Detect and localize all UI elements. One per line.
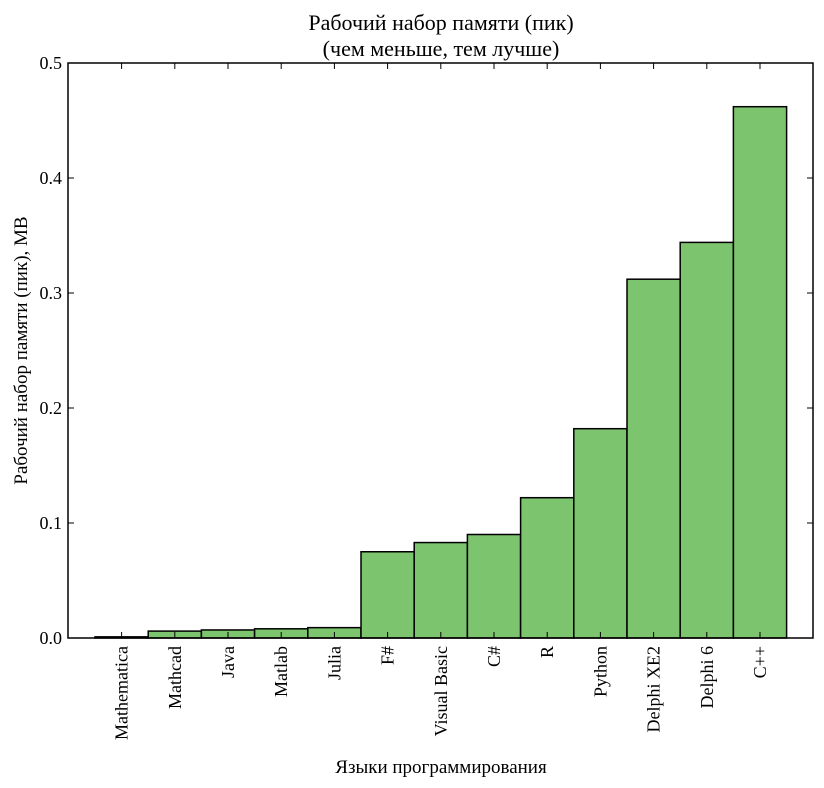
x-tick-label-11: Delphi 6 xyxy=(697,646,717,709)
x-tick-label-8: R xyxy=(537,646,557,658)
x-tick-label-4: Julia xyxy=(324,646,344,680)
y-tick-label-4: 0.4 xyxy=(40,168,63,188)
x-axis-label: Языки программирования xyxy=(335,757,547,778)
x-tick-label-1: Mathcad xyxy=(165,646,185,709)
bar-11 xyxy=(679,241,735,639)
x-tick-label-9: Python xyxy=(590,646,610,697)
bar-6 xyxy=(413,541,469,639)
x-tick-label-10: Delphi XE2 xyxy=(644,646,664,732)
y-tick-label-5: 0.5 xyxy=(40,53,63,73)
x-tick-label-12: C++ xyxy=(750,646,770,678)
x-tick-label-3: Matlab xyxy=(271,646,291,697)
x-tick-label-0: Mathematica xyxy=(112,646,132,740)
y-tick-label-2: 0.2 xyxy=(40,398,63,418)
y-tick-label-3: 0.3 xyxy=(40,283,63,303)
bar-9 xyxy=(573,427,628,639)
bar-12 xyxy=(732,105,788,639)
x-tick-label-6: Visual Basic xyxy=(431,646,451,736)
y-tick-label-1: 0.1 xyxy=(40,513,63,533)
bar-10 xyxy=(626,278,681,639)
bar-8 xyxy=(519,496,575,639)
y-axis-label: Рабочий набор памяти (пик), MB xyxy=(11,216,32,484)
x-tick-label-5: F# xyxy=(378,646,398,665)
y-tick-label-0: 0.0 xyxy=(40,628,63,648)
bar-7 xyxy=(466,533,522,639)
bar-5 xyxy=(360,551,415,639)
x-tick-label-7: C# xyxy=(484,646,504,667)
x-tick-label-2: Java xyxy=(218,646,238,678)
chart-title-line-1: Рабочий набор памяти (пик) xyxy=(308,10,573,35)
chart-title-line-2: (чем меньше, тем лучше) xyxy=(323,36,560,61)
